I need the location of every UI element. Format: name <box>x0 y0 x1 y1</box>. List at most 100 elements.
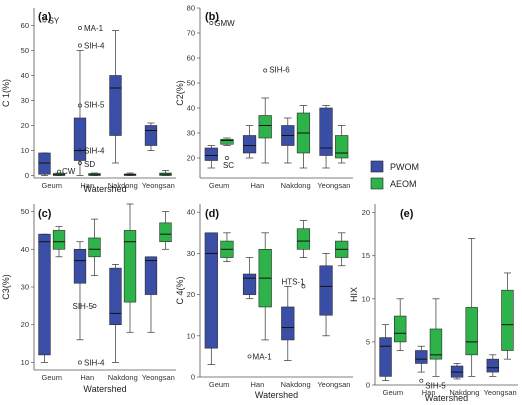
box-body <box>123 230 137 303</box>
outlier-label: SIH-4 <box>84 42 105 51</box>
box-aeom-yeongsan <box>335 125 349 164</box>
box-body <box>38 152 51 175</box>
outlier-point <box>78 26 82 30</box>
y-axis-label: C 4(%) <box>175 276 185 304</box>
y-tick-label: 20 <box>21 121 29 130</box>
x-tick-label: Yeongsan <box>142 181 175 190</box>
panel-a: 0 10 20 30 40 50 60 Geum Han Nakdong Yeongsan SY CW M… <box>1 8 176 194</box>
box-pwom-geum <box>38 152 51 176</box>
legend-label-pwom: PWOM <box>390 162 419 172</box>
box-body <box>242 135 257 154</box>
panel-e: 0 5 10 15 20 Geum Han Nakdong Yeongsan SIH-5 (e) HI… <box>349 204 518 403</box>
panel-b: 20 30 40 50 60 70 80 Geum Han Nakdong Yeongsan GMW S… <box>175 4 353 190</box>
x-axis-label: Watershed <box>83 184 126 194</box>
box-aeom-nakdong <box>465 238 478 377</box>
panel-d: 0 10 20 30 40 Geum Han Nakdong Yeongsan MA-1 HTS-1… <box>175 204 353 400</box>
box-body <box>88 237 101 258</box>
panel-letter: (c) <box>38 208 52 220</box>
box-aeom-nakdong <box>123 203 137 333</box>
box-pwom-geum <box>38 233 51 363</box>
box-aeom-yeongsan <box>159 211 172 250</box>
legend: PWOM AEOM <box>370 160 419 190</box>
box-pwom-han <box>415 345 428 373</box>
panel-letter: (d) <box>205 208 219 220</box>
box-pwom-yeongsan <box>144 122 158 151</box>
outlier-point <box>78 360 82 365</box>
box-body <box>242 273 257 295</box>
panel-c: 10 20 30 40 50 Geum Han Nakdong Yeongsan SIH-5 SIH… <box>1 203 176 394</box>
y-tick-label: 60 <box>187 54 195 63</box>
x-tick-label: Yeongsan <box>317 181 350 190</box>
outlier-label: SY <box>48 17 59 26</box>
outlier-point <box>78 148 82 153</box>
outlier-point <box>78 43 82 48</box>
box-aeom-nakdong <box>296 220 311 258</box>
x-tick-label: Nakdong <box>108 373 138 382</box>
outlier-label: MA-1 <box>253 352 273 361</box>
y-tick-label: 0 <box>191 373 195 382</box>
y-tick-label: 30 <box>187 129 195 138</box>
y-tick-label: 40 <box>187 104 195 113</box>
y-tick-label: 10 <box>362 294 370 303</box>
box-body <box>109 75 122 136</box>
outlier-label: HTS-1 <box>281 277 305 286</box>
outlier-label: SIH-5 <box>84 101 105 110</box>
x-tick-label: Nakdong <box>108 181 138 190</box>
outlier-point <box>247 354 252 359</box>
box-body <box>73 117 87 161</box>
outlier-point <box>78 103 82 108</box>
outlier-point <box>92 303 97 308</box>
y-tick-label: 0 <box>366 381 370 390</box>
y-tick-label: 20 <box>187 290 195 299</box>
panel-letter: (b) <box>205 11 219 23</box>
box-aeom-han <box>88 172 101 176</box>
box-body <box>465 307 478 356</box>
y-axis-label: C2(%) <box>175 80 185 106</box>
box-aeom-yeongsan <box>501 272 514 360</box>
box-pwom-yeongsan <box>319 105 333 169</box>
y-tick-label: 20 <box>362 208 370 217</box>
x-tick-label: Han <box>250 181 264 190</box>
box-pwom-han <box>242 125 257 159</box>
y-tick-label: 30 <box>187 249 195 258</box>
x-tick-label: Han <box>80 181 94 190</box>
x-tick-label: Nakdong <box>281 380 311 389</box>
y-tick-label: 30 <box>21 96 29 105</box>
outlier-label: SC <box>223 161 234 170</box>
y-tick-label: 40 <box>21 245 29 254</box>
y-tick-label: 20 <box>187 154 195 163</box>
box-aeom-han <box>88 218 101 277</box>
box-aeom-nakdong <box>123 172 137 176</box>
box-body <box>204 232 218 349</box>
x-axis-label: Watershed <box>255 390 298 400</box>
outlier-label: SIH-6 <box>269 66 290 75</box>
box-body <box>335 135 349 159</box>
x-tick-label: Geum <box>42 181 62 190</box>
legend-label-aeom: AEOM <box>390 179 417 189</box>
outlier-point <box>301 284 306 289</box>
box-aeom-yeongsan <box>159 170 172 176</box>
outlier-label: SIH-4 <box>84 147 105 156</box>
y-tick-label: 40 <box>187 208 195 217</box>
box-pwom-yeongsan <box>144 256 158 333</box>
box-aeom-geum <box>220 137 234 146</box>
box-pwom-yeongsan <box>319 253 333 337</box>
outlier-point <box>78 161 82 165</box>
y-tick-label: 0 <box>25 171 29 180</box>
outlier-label: GMW <box>214 19 235 28</box>
y-tick-label: 15 <box>362 251 370 260</box>
legend-swatch-aeom <box>370 177 384 190</box>
box-pwom-geum <box>379 324 392 382</box>
panel-letter: (e) <box>400 208 414 220</box>
outlier-label: SIH-5 <box>425 382 446 391</box>
box-body <box>379 337 392 377</box>
box-body <box>319 265 333 316</box>
y-tick-label: 80 <box>187 4 195 13</box>
box-body <box>281 306 295 341</box>
y-tick-label: 20 <box>21 320 29 329</box>
y-axis-label: C 1(%) <box>1 79 11 107</box>
x-tick-label: Han <box>80 373 94 382</box>
box-aeom-geum <box>220 232 234 263</box>
box-pwom-han <box>242 257 257 300</box>
